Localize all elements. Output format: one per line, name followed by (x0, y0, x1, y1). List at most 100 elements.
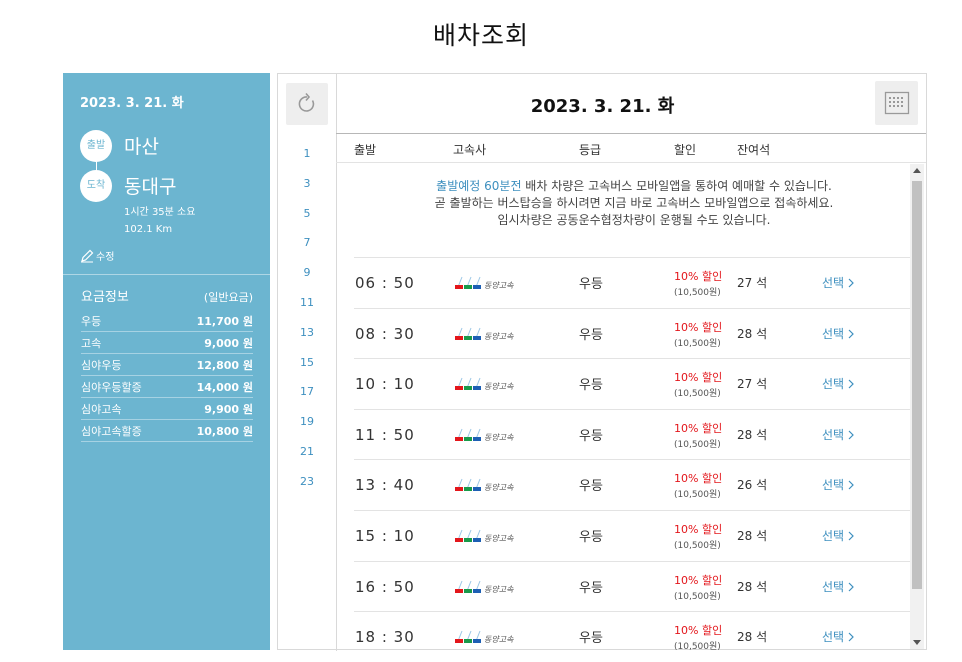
fare-row: 심야우등 12,800 원 (81, 354, 253, 376)
chevron-right-icon (848, 329, 854, 339)
fare-price: 9,000 원 (204, 336, 253, 350)
edit-route-label: 수정 (96, 252, 115, 263)
select-button[interactable]: 선택 (822, 375, 854, 392)
departure-badge: 출발 (80, 130, 112, 162)
table-header: 출발 고속사 등급 할인 잔여석 (354, 139, 914, 161)
arrival-terminal: 동대구 (124, 176, 177, 198)
select-label: 선택 (822, 326, 845, 341)
discount-price: (10,500원) (674, 642, 721, 653)
select-button[interactable]: 선택 (822, 426, 854, 443)
departure-time: 15 : 10 (355, 526, 415, 545)
company-logo-text: 동양고속 (484, 635, 514, 644)
hour-link[interactable]: 11 (300, 295, 314, 309)
company-logo: 동양고속 (454, 477, 524, 496)
departure-time: 10 : 10 (355, 375, 415, 394)
chevron-right-icon (848, 430, 854, 440)
select-button[interactable]: 선택 (822, 578, 854, 595)
discount-rate: 10% 할인 (674, 472, 723, 486)
departure-time: 18 : 30 (355, 628, 415, 647)
fare-name: 우등 (81, 314, 102, 328)
select-button[interactable]: 선택 (822, 476, 854, 493)
hour-link[interactable]: 15 (300, 355, 314, 369)
divider (63, 274, 270, 275)
col-discount: 할인 (674, 143, 697, 157)
calendar-button[interactable] (875, 81, 918, 125)
company-logo-text: 동양고속 (484, 382, 514, 391)
schedule-row: 08 : 30 동양고속 우등 10% 할인 (10,500원) 28 석 선택 (354, 307, 910, 359)
hour-link[interactable]: 17 (300, 385, 314, 399)
hour-link[interactable]: 13 (300, 325, 314, 339)
hour-link[interactable]: 5 (303, 206, 311, 220)
refresh-icon (298, 92, 315, 112)
bus-grade: 우등 (579, 378, 603, 394)
discount-price: (10,500원) (674, 439, 721, 450)
select-label: 선택 (822, 579, 845, 594)
divider (336, 162, 926, 163)
company-logo-text: 동양고속 (484, 534, 514, 543)
company-logo: 동양고속 (454, 326, 524, 345)
discount-rate: 10% 할인 (674, 270, 723, 283)
hour-link[interactable]: 19 (300, 415, 314, 429)
fare-row: 고속 9,000 원 (81, 332, 253, 354)
scrollbar[interactable] (910, 164, 924, 649)
discount-rate: 10% 할인 (674, 320, 723, 334)
bus-grade: 우등 (579, 529, 603, 545)
schedule-row: 18 : 30 동양고속 우등 10% 할인 (10,500원) 28 석 선택 (354, 611, 910, 662)
edit-route-button[interactable]: 수정 (80, 248, 114, 263)
select-button[interactable]: 선택 (822, 325, 854, 342)
remaining-seats: 28 석 (737, 630, 768, 645)
col-seats: 잔여석 (737, 143, 771, 157)
select-label: 선택 (822, 528, 845, 543)
discount-price: (10,500원) (674, 490, 721, 501)
fare-note: (일반요금) (203, 291, 253, 304)
fare-name: 고속 (81, 336, 102, 350)
hour-link[interactable]: 9 (303, 266, 311, 280)
bus-grade: 우등 (579, 327, 603, 343)
hour-link[interactable]: 23 (300, 474, 314, 488)
fare-name: 심야우등 (81, 358, 122, 372)
fare-row: 심야우등할증 14,000 원 (81, 376, 253, 398)
hour-link[interactable]: 21 (300, 444, 314, 458)
fare-title: 요금정보 (81, 290, 129, 305)
remaining-seats: 28 석 (737, 326, 768, 341)
fare-row: 심야고속 9,900 원 (81, 398, 253, 420)
fare-header: 요금정보 (일반요금) (81, 286, 253, 305)
fare-name: 심야우등할증 (81, 380, 142, 394)
chevron-right-icon (848, 531, 854, 541)
hour-link[interactable]: 3 (303, 176, 311, 190)
refresh-button[interactable] (286, 83, 328, 125)
select-button[interactable]: 선택 (822, 274, 854, 291)
company-logo-text: 동양고속 (484, 281, 514, 290)
select-label: 선택 (822, 630, 845, 645)
discount-rate: 10% 할인 (674, 573, 723, 587)
select-label: 선택 (822, 478, 845, 493)
company-logo: 동양고속 (454, 528, 524, 547)
company-logo-text: 동양고속 (484, 483, 514, 492)
discount-price: (10,500원) (674, 591, 721, 602)
fare-row: 심야고속할증 10,800 원 (81, 420, 253, 442)
hour-link[interactable]: 1 (303, 147, 311, 160)
select-button[interactable]: 선택 (822, 527, 854, 544)
discount-rate: 10% 할인 (674, 624, 723, 638)
remaining-seats: 28 석 (737, 579, 768, 594)
schedule-row: 13 : 40 동양고속 우등 10% 할인 (10,500원) 26 석 선택 (354, 459, 910, 510)
notice-highlight: 출발예정 60분전 (436, 179, 522, 193)
schedule-date: 2023. 3. 21. 화 (530, 96, 675, 117)
schedule-panel: 2023. 3. 21. 화 1 3 5 7 9 11 13 15 17 19 … (277, 73, 927, 652)
discount-price: (10,500원) (674, 389, 721, 400)
schedule-row: 15 : 10 동양고속 우등 10% 할인 (10,500원) 28 석 선택 (354, 509, 910, 561)
scroll-thumb[interactable] (912, 181, 922, 589)
col-departure: 출발 (354, 143, 377, 157)
bus-grade: 우등 (579, 428, 603, 444)
bus-grade: 우등 (579, 631, 603, 647)
discount-rate: 10% 할인 (674, 371, 723, 385)
scroll-down-arrow[interactable] (913, 640, 921, 645)
travel-duration: 1시간 35분 소요 (124, 207, 196, 218)
hour-link[interactable]: 7 (303, 236, 311, 250)
departure-time: 08 : 30 (355, 324, 415, 343)
scroll-up-arrow[interactable] (913, 168, 921, 173)
select-button[interactable]: 선택 (822, 628, 854, 645)
pencil-icon (81, 249, 94, 263)
arrival-badge: 도착 (80, 170, 112, 202)
travel-date: 2023. 3. 21. 화 (80, 96, 184, 111)
